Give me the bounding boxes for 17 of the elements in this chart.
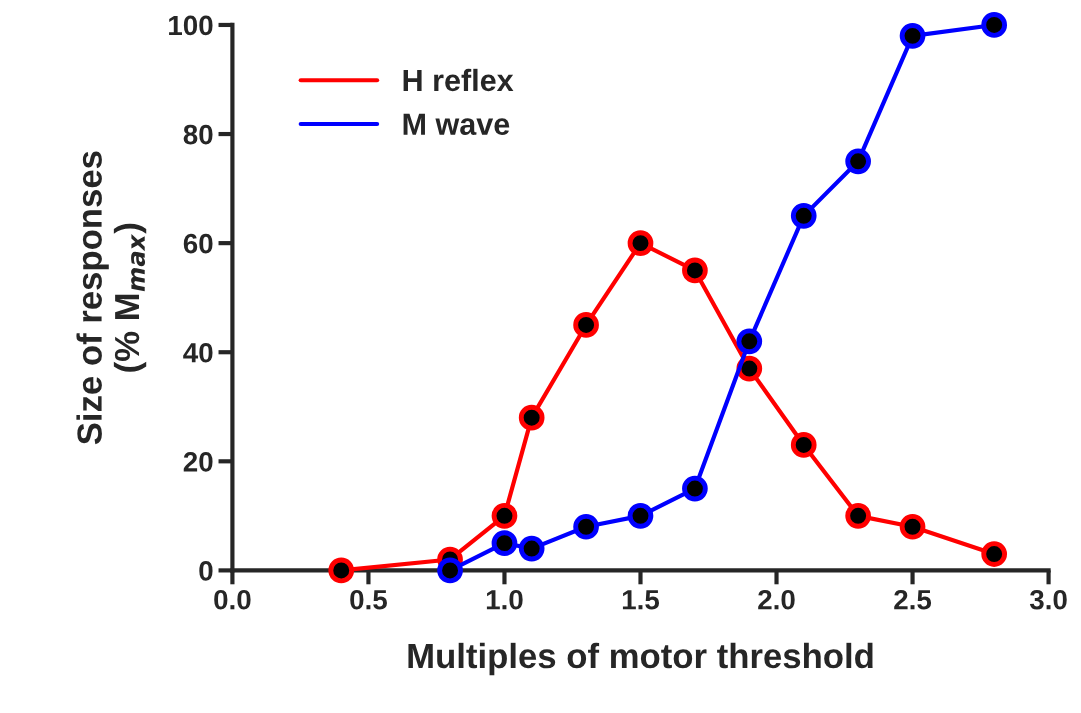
legend-label: M wave — [403, 113, 510, 136]
x-tick-label: 0.0 — [214, 589, 251, 610]
legend-label: H reflex — [403, 68, 514, 92]
x-tick-label: 1.5 — [622, 590, 660, 610]
y-tick-label: 100 — [169, 15, 213, 36]
x-axis-title: Multiples of motor threshold — [408, 642, 873, 676]
y-tick-label: 20 — [183, 451, 213, 472]
x-tick-label: 1.0 — [486, 589, 523, 610]
x-tick-label: 0.5 — [350, 589, 387, 610]
y-tick-label: 0 — [199, 561, 213, 581]
x-tick-label: 2.0 — [758, 589, 795, 610]
y-tick-label: 80 — [183, 124, 213, 145]
x-tick-label: 2.5 — [894, 589, 932, 610]
y-tick-label: 60 — [183, 233, 213, 254]
x-tick-label: 3.0 — [1029, 589, 1067, 610]
y-axis-title: Size of responses (% M$_{max}$) — [76, 151, 147, 445]
y-tick-label: 40 — [183, 342, 213, 363]
